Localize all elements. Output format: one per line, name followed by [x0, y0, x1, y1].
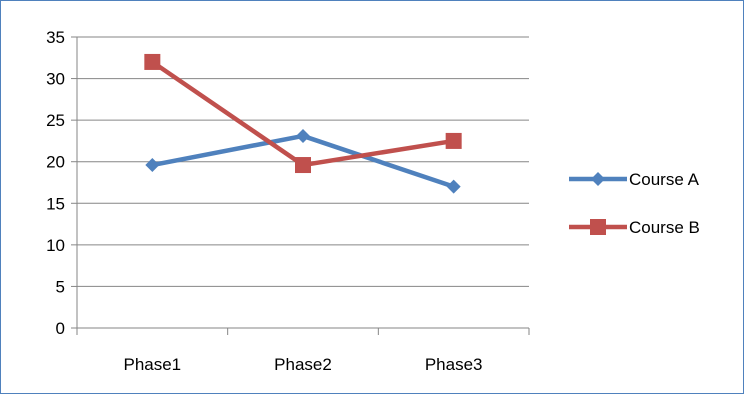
data-point-2-3 — [445, 132, 462, 149]
legend-marker — [590, 219, 606, 235]
series-lines — [144, 53, 462, 194]
data-point-1-1 — [145, 158, 160, 173]
x-tick-label: Phase2 — [274, 355, 332, 374]
axes — [71, 36, 530, 335]
y-tick-label: 25 — [46, 111, 65, 130]
y-tick-label: 15 — [46, 194, 65, 213]
x-tick-label: Phase1 — [123, 355, 181, 374]
legend-label: Course B — [629, 218, 700, 237]
series-line-2 — [150, 59, 456, 168]
x-tick-labels: Phase1 Phase2 Phase3 — [123, 355, 482, 374]
data-point-2-2 — [295, 157, 311, 174]
y-tick-label: 35 — [46, 28, 65, 47]
data-point-1-3 — [446, 179, 461, 194]
data-point-2-1 — [144, 53, 161, 70]
y-tick-label: 5 — [56, 277, 65, 296]
data-point-1-2 — [296, 128, 310, 143]
legend-label: Course A — [629, 170, 700, 189]
x-tick-label: Phase3 — [425, 355, 483, 374]
legend-marker — [591, 172, 605, 186]
y-tick-labels: 0 5 10 15 20 25 30 35 — [46, 28, 65, 338]
y-tick-label: 10 — [46, 236, 65, 255]
y-tick-label: 0 — [56, 319, 65, 338]
y-tick-label: 30 — [46, 70, 65, 89]
legend: Course A Course B — [569, 170, 700, 237]
y-tick-label: 20 — [46, 153, 65, 172]
